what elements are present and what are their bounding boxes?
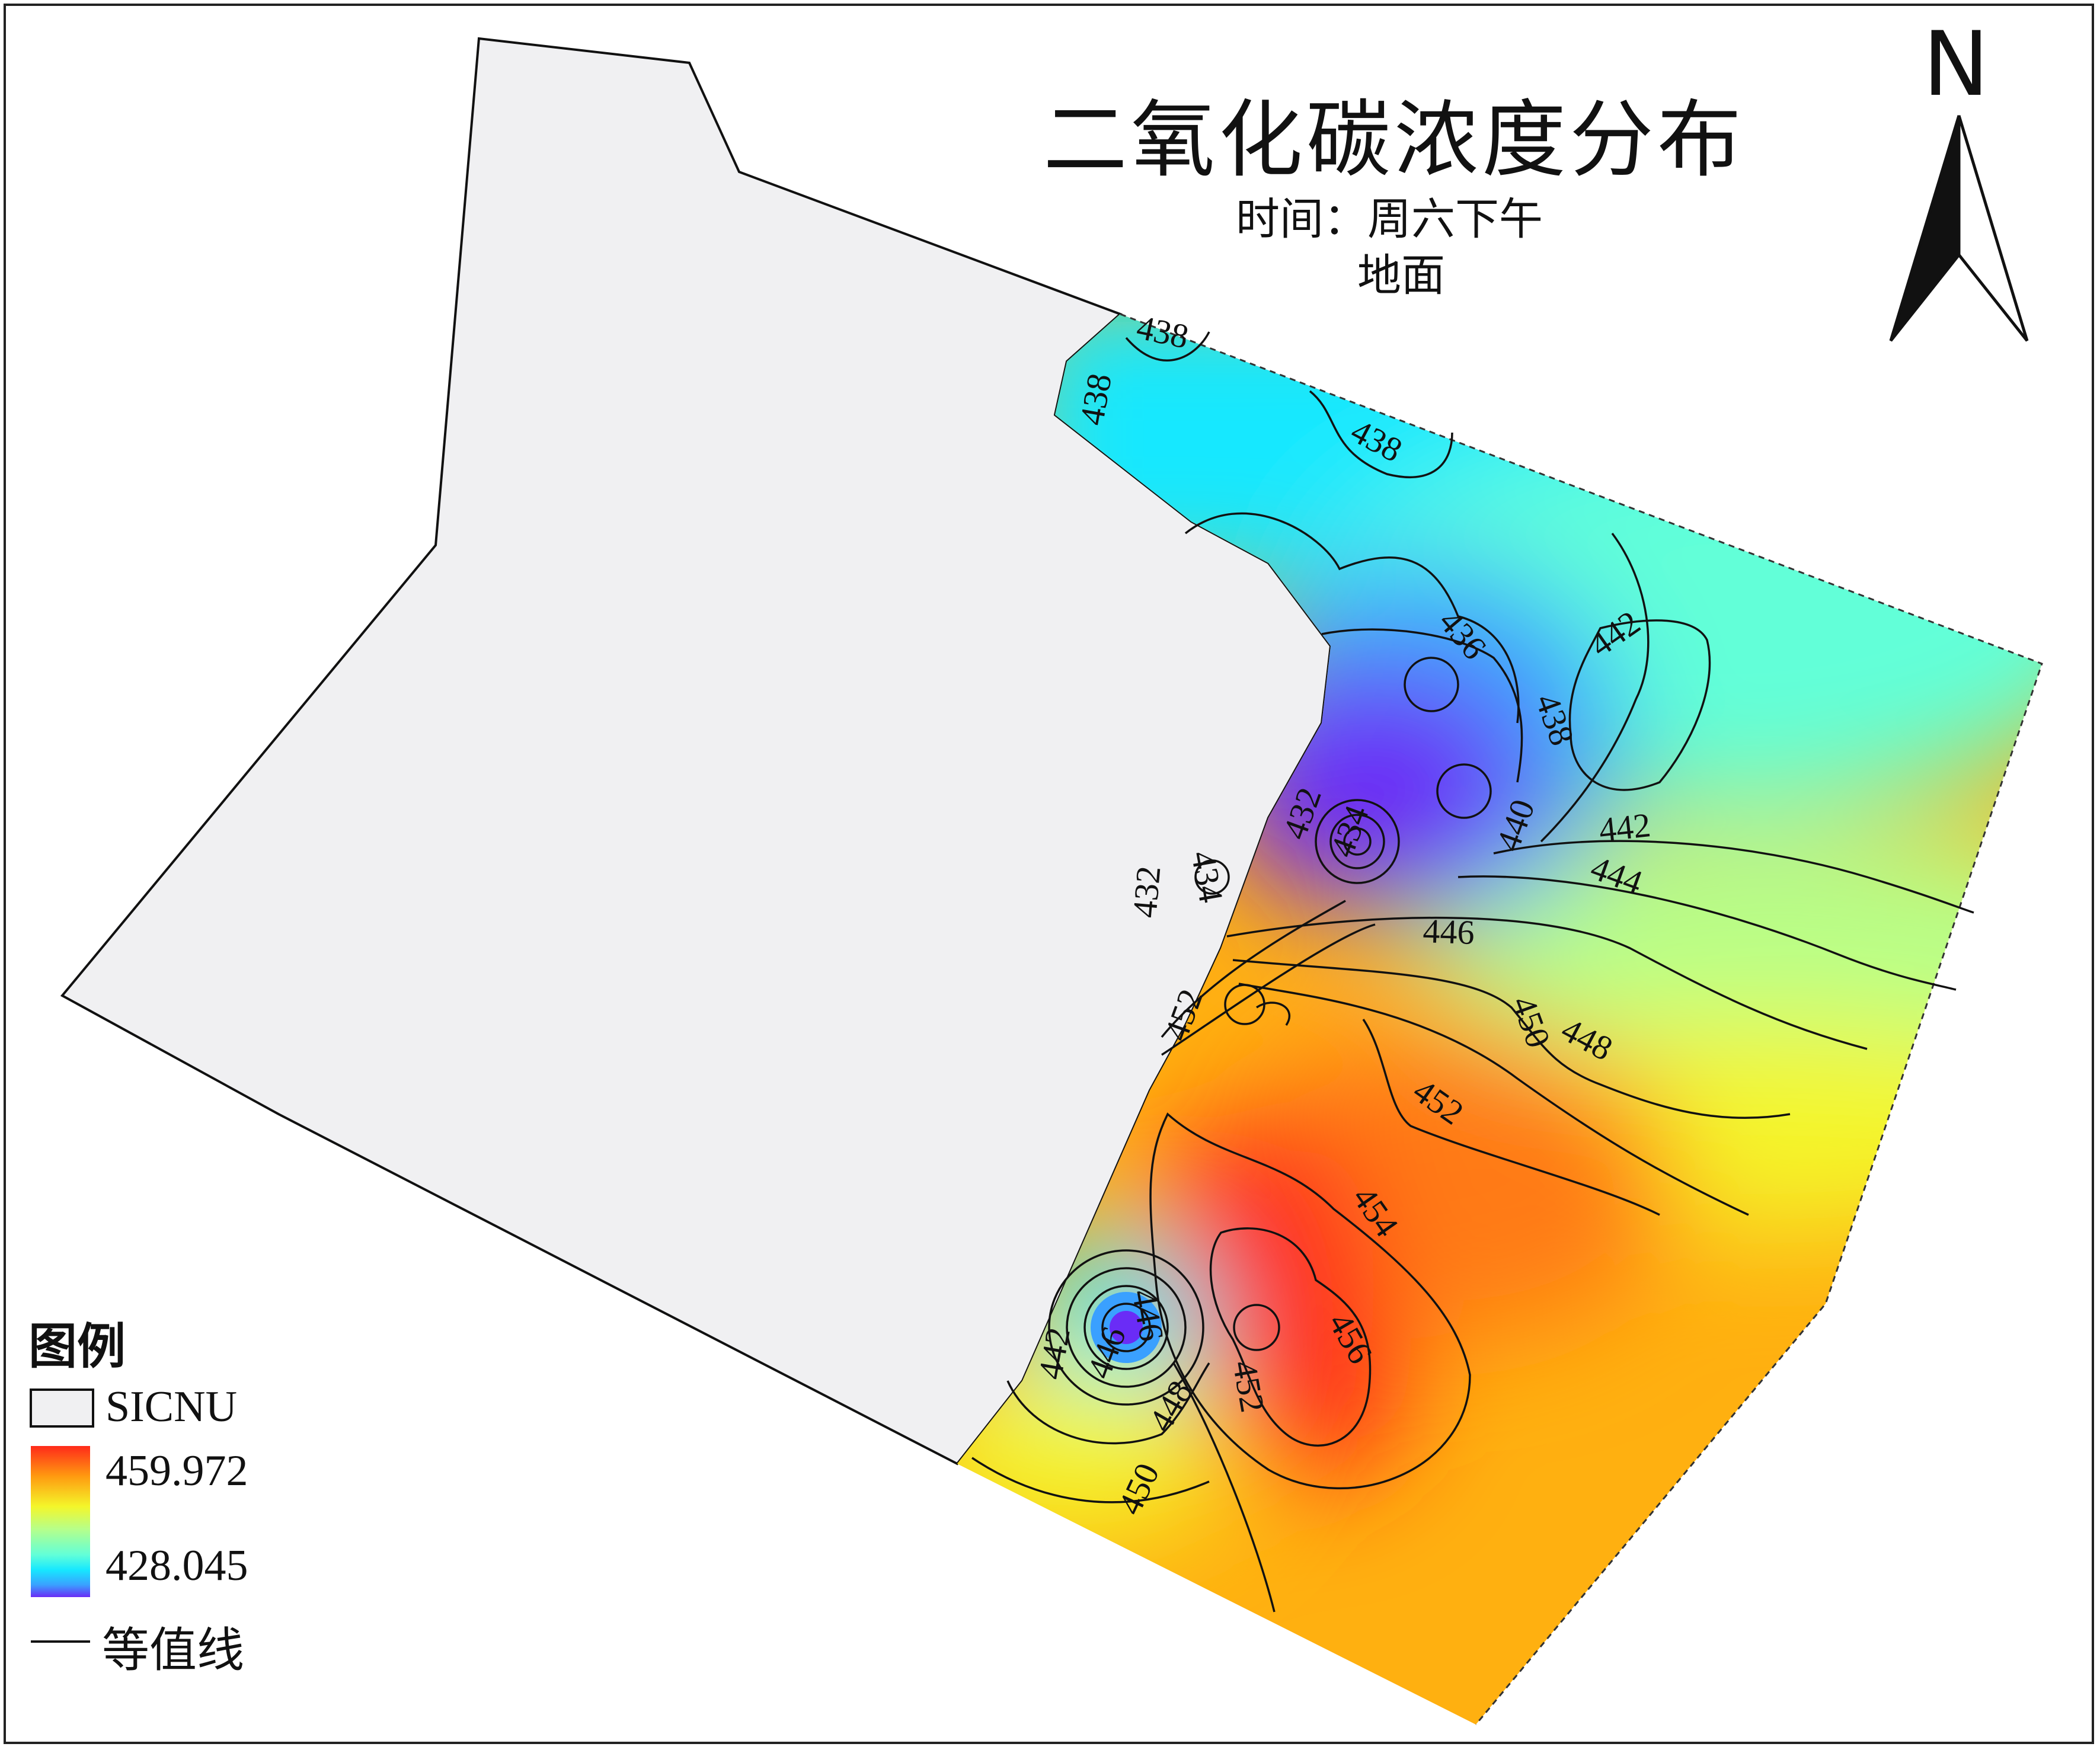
contour-line [1149,1112,1471,1489]
contour-line [1321,628,1523,783]
contour-label: 446 [1124,1287,1171,1344]
contour-line [1233,1304,1280,1351]
contour-line [1362,1019,1660,1216]
legend-contour-label: 等值线 [102,1623,244,1678]
map-frame [4,4,2094,1744]
contour-line [1436,763,1492,819]
contour-line [1161,923,1376,1056]
contour-line [1315,799,1400,884]
contour-label: 438 [1072,370,1119,428]
contour-line [1083,1285,1169,1370]
map-title: 二氧化碳浓度分布 [1043,91,1745,189]
contour-label: 442 [1031,1325,1078,1382]
contour-line [1309,390,1453,478]
contour-line [1404,657,1459,712]
contour-line [1125,331,1210,361]
contour-line [1238,983,1749,1216]
contour-line [1184,512,1520,724]
legend-title: 图例 [28,1319,126,1375]
contour-label: 442 [1597,805,1652,849]
contour-line [1101,1303,1151,1352]
contour-label: 452 [1225,1358,1272,1415]
contour-line [1066,1267,1187,1388]
contour-line [1194,859,1230,895]
contour-line [1172,1362,1276,1613]
legend-ramp-max: 459.972 [106,1447,248,1495]
north-label: N [1923,13,1989,116]
legend-color-ramp [31,1446,90,1597]
contour-line [1540,532,1650,843]
legend-ramp-min: 428.045 [106,1541,248,1590]
north-arrow-icon [1889,115,2029,342]
contour-line [1457,875,1957,991]
contour-line [1224,984,1265,1025]
contour-line [1568,619,1711,791]
contour-line [1256,1002,1291,1026]
contour-line [1006,1362,1210,1445]
contour-lines [971,331,1974,1613]
contour-line [1493,840,1974,914]
contour-label: 432 [1125,865,1168,919]
legend-boundary-swatch [30,1389,94,1428]
map-subtitle-layer: 地面 [1357,250,1445,301]
contour-line [1209,1227,1372,1447]
legend-boundary-label: SICNU [106,1383,238,1431]
contour-label: 434 [1184,848,1230,906]
contour-line [1048,1249,1204,1406]
contour-label: 446 [1423,911,1475,952]
contour-line [1232,959,1791,1119]
contour-line [1329,814,1385,869]
contour-line [1343,827,1372,856]
map-subtitle-time: 时间：周六下午 [1236,194,1543,245]
contour-line [971,1457,1210,1503]
contour-line [1161,900,1346,1038]
contour-line [1226,916,1868,1050]
